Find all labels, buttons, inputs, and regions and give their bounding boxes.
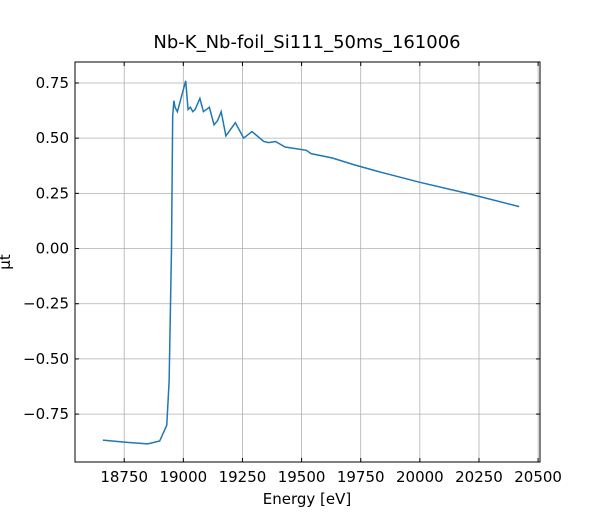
y-tick-label: 0.50: [36, 129, 69, 147]
y-tick-label: 0.00: [36, 240, 69, 258]
y-tick-label: −0.25: [23, 295, 69, 313]
x-tick-label: 19250: [219, 468, 267, 486]
x-tick-label: 20000: [396, 468, 444, 486]
x-tick-label: 20250: [455, 468, 503, 486]
chart-title: Nb-K_Nb-foil_Si111_50ms_161006: [153, 32, 460, 53]
data-line: [102, 80, 520, 445]
x-tick-label: 18750: [100, 468, 148, 486]
x-tick-label: 19000: [159, 468, 207, 486]
y-tick-label: 0.25: [36, 184, 69, 202]
x-axis-label: Energy [eV]: [263, 490, 351, 508]
x-tick-label: 20500: [514, 468, 562, 486]
y-tick-label: −0.50: [23, 350, 69, 368]
x-tick-label: 19500: [278, 468, 326, 486]
plot-frame: [74, 61, 541, 463]
y-tick-label: 0.75: [36, 74, 69, 92]
y-axis-label: μt: [0, 254, 14, 270]
x-tick-label: 19750: [337, 468, 385, 486]
y-tick-label: −0.75: [23, 405, 69, 423]
